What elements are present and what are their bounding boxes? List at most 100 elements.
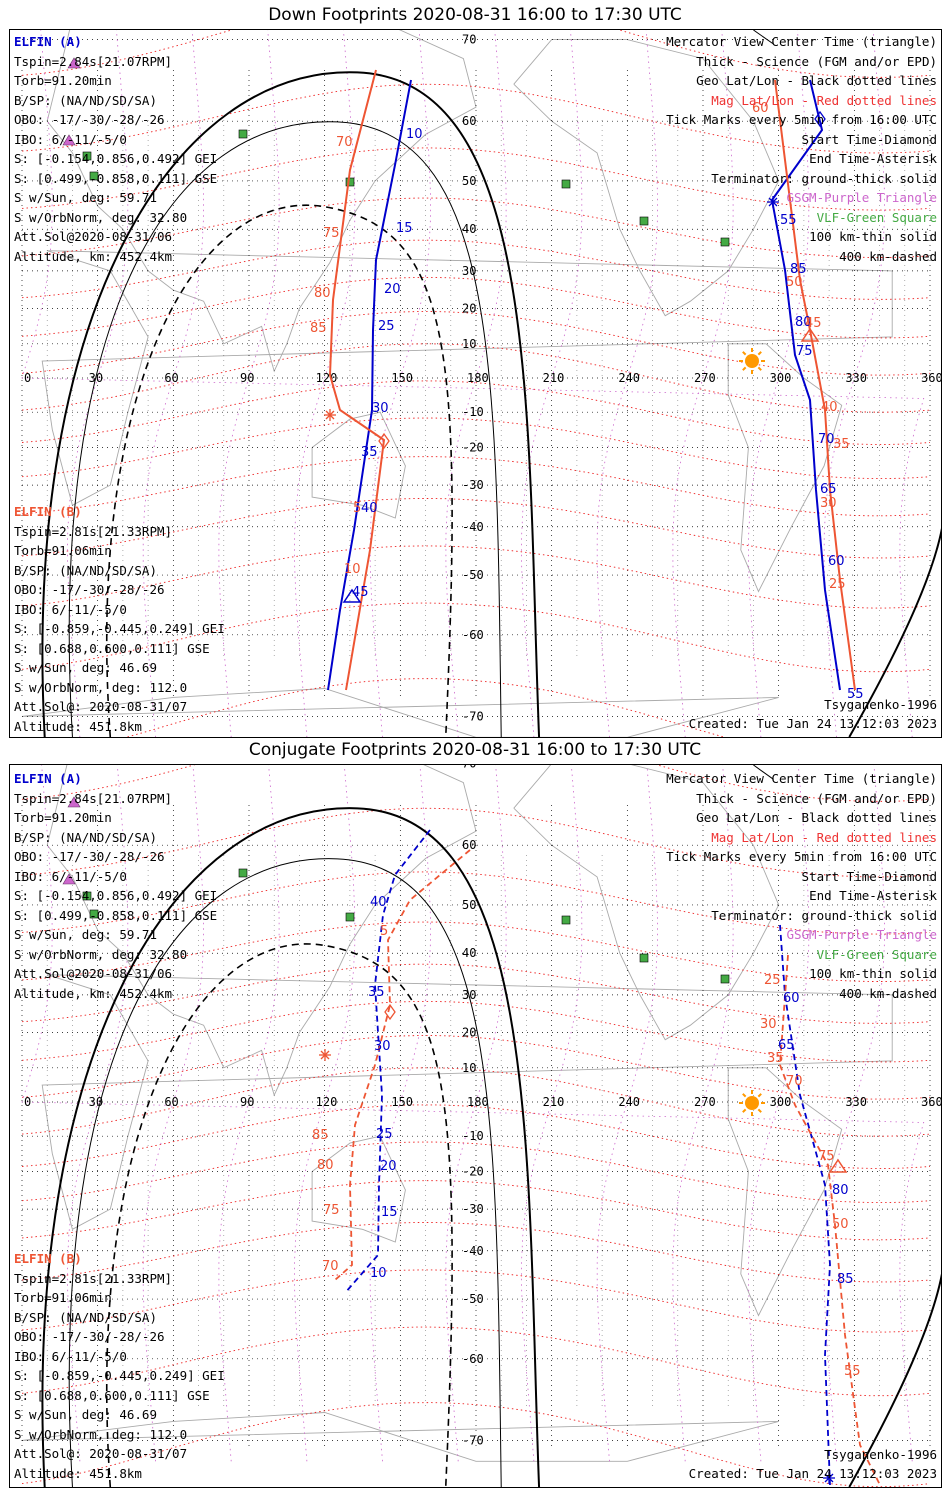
mag-parallel xyxy=(21,1035,931,1100)
vlf-green-square xyxy=(720,237,730,247)
axis-labels: 0 30 60 90 120 150 180 210 240 270 300 330 360 70 60 50… xyxy=(24,33,941,724)
track-time-label: 65 xyxy=(778,1038,795,1053)
sun-icon xyxy=(739,348,765,374)
legend-item: Geo Lat/Lon - Black dotted lines xyxy=(696,73,937,88)
start-time-diamond xyxy=(814,110,826,128)
lat-tick-label: -10 xyxy=(462,405,484,419)
track-time-label: 85 xyxy=(312,1128,329,1143)
mag-meridian xyxy=(142,765,204,1462)
lat-tick-label: -10 xyxy=(462,1129,484,1143)
track-time-label: 30 xyxy=(760,1017,777,1032)
coastline xyxy=(311,411,406,519)
info-line: Tspin=2.84s[21.07RPM] xyxy=(14,790,173,806)
coastlines xyxy=(21,30,893,737)
track-time-label: 70 xyxy=(786,1074,803,1089)
track-time-label: 25 xyxy=(378,319,395,334)
mag-parallel xyxy=(21,276,931,339)
elfin-b-info: ELFIN (B) Tspin=2.81s[21.33RPM] Torb=91.0… xyxy=(14,502,225,736)
terminator-ground-east xyxy=(848,1273,941,1487)
lat-tick-label: 70 xyxy=(462,33,476,47)
elfin-b-label: ELFIN (B) xyxy=(14,504,82,519)
track-time-label: 40 xyxy=(361,501,378,516)
track-time-label: 85 xyxy=(837,1272,854,1287)
track-time-label: 35 xyxy=(833,437,850,452)
conjugate-footprints-title: Conjugate Footprints 2020-08-31 16:00 to… xyxy=(248,740,702,760)
mag-meridians xyxy=(21,765,925,1462)
lat-tick-label: -40 xyxy=(462,520,484,534)
legend-item: Start Time-Diamond xyxy=(801,868,937,884)
info-line: IBO: 6/-11/-5/0 xyxy=(14,131,127,147)
conjugate-footprints-map: 0 30 60 90 120 150 180 210 240 270 300 330 360 70 60 50… xyxy=(21,765,941,1487)
coastline xyxy=(311,1135,406,1243)
track-time-label: 75 xyxy=(323,226,340,241)
elfin-a-track-east xyxy=(779,924,831,1486)
info-line: S: [0.499,-0.858,0.111] GSE xyxy=(14,907,218,923)
legend-item: End Time-Asterisk xyxy=(809,888,937,903)
mag-parallel xyxy=(21,343,931,413)
mag-meridian xyxy=(596,30,658,737)
coastline xyxy=(41,250,893,506)
info-line: Altitude, km: 452.4km xyxy=(14,985,173,1001)
info-line: S w/Sun, deg: 59.71 xyxy=(14,190,157,205)
coastline xyxy=(727,343,843,593)
legend-item: Tick Marks every 5min from 16:00 UTC xyxy=(666,112,937,127)
terminator-100km xyxy=(68,121,502,737)
legend-item: 400 km-dashed xyxy=(839,985,937,1001)
legend-item: 100 km-thin solid xyxy=(809,229,937,244)
track-time-label: 70 xyxy=(336,135,353,150)
track-time-label: 60 xyxy=(783,991,800,1006)
lat-tick-label: -50 xyxy=(462,1292,484,1306)
lon-tick-label: 60 xyxy=(164,371,178,385)
track-time-label: 35 xyxy=(368,985,385,1000)
mag-parallel xyxy=(21,545,931,609)
legend-item: VLF-Green Square xyxy=(816,209,937,225)
legend-item: GSGM-Purple Triangle xyxy=(786,927,937,942)
created-label: Created: Tue Jan 24 13:12:03 2023 xyxy=(688,1466,937,1481)
elfin-a-track xyxy=(327,79,412,691)
info-line: S w/OrbNorm, deg: 112.0 xyxy=(14,679,188,695)
mag-meridian xyxy=(218,30,280,737)
lon-tick-label: 150 xyxy=(391,1095,413,1109)
lat-tick-label: 20 xyxy=(462,1026,476,1040)
mag-meridian xyxy=(672,765,734,1462)
legend-item: Mag Lat/Lon - Red dotted lines xyxy=(711,829,937,845)
track-time-label: 50 xyxy=(832,1217,849,1232)
info-line: Altitude: 451.8km xyxy=(14,1465,142,1481)
coastline xyxy=(41,974,893,1230)
lon-tick-label: 120 xyxy=(316,371,338,385)
track-time-label: 80 xyxy=(832,1183,849,1198)
coastline xyxy=(513,765,780,1041)
legend-item: GSGM-Purple Triangle xyxy=(786,190,937,205)
elfin-a-info: ELFIN (A) Tspin=2.84s[21.07RPM] Torb=91.2… xyxy=(14,32,217,266)
lon-tick-label: 240 xyxy=(618,1095,640,1109)
info-line: S: [-0.154,0.856,0.492] GEI xyxy=(14,888,218,903)
legend-item: 400 km-dashed xyxy=(839,248,937,264)
footprint-tracks: 1015202530354045707580851055585807570656… xyxy=(310,69,864,702)
end-time-asterisk xyxy=(319,1049,331,1061)
lat-tick-label: -60 xyxy=(462,1352,484,1366)
lon-tick-label: 360 xyxy=(921,371,941,385)
track-time-label: 5 xyxy=(353,501,361,516)
mag-meridian xyxy=(369,30,431,737)
mag-parallel xyxy=(21,1000,931,1063)
track-time-label: 45 xyxy=(805,316,822,331)
down-footprints-panel: 0 30 60 90 120 150 180 210 240 270 300 330 360 70 60 50… xyxy=(9,29,942,738)
gsgm-purple-triangle xyxy=(62,873,76,885)
coastline xyxy=(727,1067,843,1317)
info-line: B/SP: (NA/ND/SD/SA) xyxy=(14,92,157,108)
track-time-label: 20 xyxy=(384,282,401,297)
mag-parallel xyxy=(21,1141,931,1204)
track-time-label: 15 xyxy=(396,221,413,236)
track-time-label: 20 xyxy=(380,1159,397,1174)
track-time-label: 10 xyxy=(370,1266,387,1281)
terminator-100km xyxy=(68,858,502,1487)
end-time-asterisk xyxy=(823,1472,835,1484)
terminator-ground-east xyxy=(848,527,941,737)
conjugate-footprints-panel: 0 30 60 90 120 150 180 210 240 270 300 330 360 70 60 50… xyxy=(9,764,942,1488)
elfin-b-track-east xyxy=(774,79,856,691)
track-time-label: 75 xyxy=(796,344,813,359)
elfin-a-label: ELFIN (A) xyxy=(14,771,82,786)
track-time-label: 80 xyxy=(314,286,331,301)
lat-tick-label: -20 xyxy=(462,440,484,454)
lon-tick-label: 360 xyxy=(921,1095,941,1109)
